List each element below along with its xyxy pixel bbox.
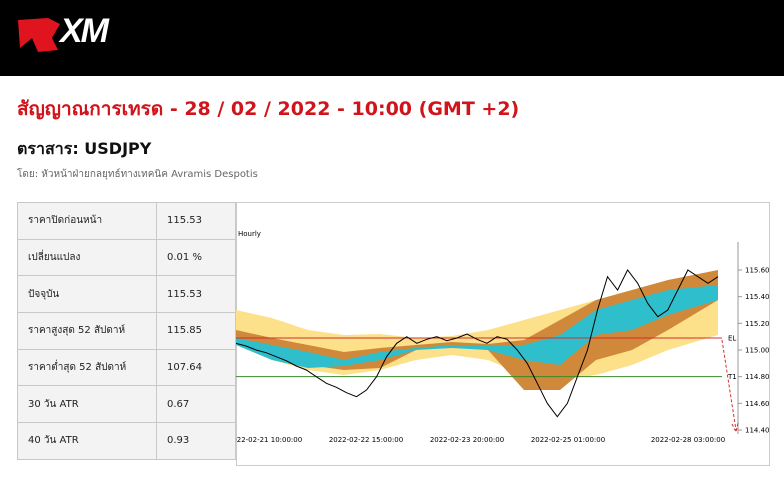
table-row: ปัจจุบัน 115.53 xyxy=(17,275,236,314)
table-row: ราคาสูงสุด 52 สัปดาห์ 115.85 xyxy=(17,312,236,350)
label-cell: 40 วัน ATR xyxy=(17,422,157,460)
table-row: เปลี่ยนแปลง 0.01 % xyxy=(17,238,236,277)
label-cell: 30 วัน ATR xyxy=(17,385,157,424)
y-tick-label: 115.60 xyxy=(745,267,770,275)
label-cell: เปลี่ยนแปลง xyxy=(17,238,157,277)
y-tick-label: 115.40 xyxy=(745,293,770,301)
value-cell: 0.93 xyxy=(156,422,236,460)
y-tick-label: 114.60 xyxy=(745,400,770,408)
value-cell: 0.01 % xyxy=(156,238,236,277)
y-tick-label: 114.40 xyxy=(745,427,770,435)
price-line xyxy=(236,269,719,418)
value-cell: 107.64 xyxy=(156,348,236,387)
y-tick-label: 115.00 xyxy=(745,347,770,355)
logo: XM xyxy=(60,12,109,50)
chart-title: Hourly xyxy=(238,230,261,238)
y-tick-label: 115.20 xyxy=(745,320,770,328)
stats-table: ราคาปิดก่อนหน้า 115.53 เปลี่ยนแปลง 0.01 % ปั… xyxy=(17,202,236,460)
table-row: ราคาปิดก่อนหน้า 115.53 xyxy=(17,202,236,240)
x-tick-label: 2022-02-22 15:00:00 xyxy=(329,436,403,444)
label-cell: ปัจจุบัน xyxy=(17,275,157,314)
y-tick-label: 114.80 xyxy=(745,373,770,381)
table-row: 30 วัน ATR 0.67 xyxy=(17,385,236,424)
value-cell: 115.53 xyxy=(156,202,236,240)
value-cell: 115.53 xyxy=(156,275,236,314)
author: โดย: หัวหน้าฝ่ายกลยุทธ์ทางเทคนิค Avramis… xyxy=(17,169,258,180)
x-tick-label: 2022-02-25 01:00:00 xyxy=(531,436,605,444)
logo-mark xyxy=(18,18,60,52)
table-row: ราคาต่ำสุด 52 สัปดาห์ 107.64 xyxy=(17,348,236,387)
forecast-arrow xyxy=(721,339,739,434)
chart: Hourly 115.60 115.40 115.20 115.00 114.80 114.… xyxy=(236,202,770,466)
label-cell: ราคาสูงสุด 52 สัปดาห์ xyxy=(17,312,157,350)
x-tick-label: 2022-02-28 03:00:00 xyxy=(651,436,725,444)
level-label: T1 xyxy=(727,373,737,381)
header: XM xyxy=(0,0,784,76)
title: สัญญาณการเทรด - 28 / 02 / 2022 - 10:00 (… xyxy=(17,98,520,120)
value-cell: 115.85 xyxy=(156,312,236,350)
instrument: ตราสาร: USDJPY xyxy=(17,139,152,158)
label-cell: ราคาปิดก่อนหน้า xyxy=(17,202,157,240)
value-cell: 0.67 xyxy=(156,385,236,424)
level-label: EL xyxy=(728,335,736,343)
table-row: 40 วัน ATR 0.93 xyxy=(17,422,236,460)
x-tick-label: 2022-02-21 10:00:00 xyxy=(236,436,302,444)
label-cell: ราคาต่ำสุด 52 สัปดาห์ xyxy=(17,348,157,387)
x-tick-label: 2022-02-23 20:00:00 xyxy=(430,436,504,444)
